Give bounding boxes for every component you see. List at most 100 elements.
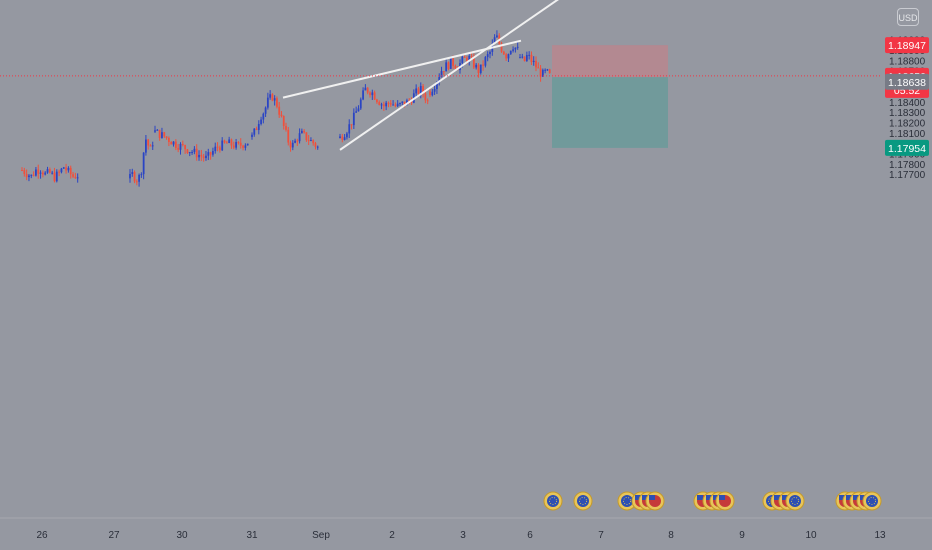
candle-body <box>466 57 468 62</box>
candle-body <box>51 172 54 174</box>
time-axis[interactable]: 26 27 30 31 Sep 2 3 6 7 8 9 10 13 <box>0 517 932 541</box>
candle-body <box>161 132 163 138</box>
candle-body <box>58 171 61 173</box>
candle-body <box>463 56 466 58</box>
candle-body <box>509 50 512 55</box>
candle-body <box>53 172 56 182</box>
candle-body <box>468 55 471 62</box>
candle-body <box>60 168 63 173</box>
candle-body <box>184 145 187 150</box>
candle-body <box>237 142 240 144</box>
candle-body <box>505 54 508 59</box>
candle-body <box>396 103 399 107</box>
candle-body <box>307 140 310 142</box>
candle-body <box>523 56 526 61</box>
candle-body <box>449 58 452 69</box>
candle-body <box>191 151 193 153</box>
wedge-upper-line[interactable] <box>282 39 522 99</box>
time-tick-label: 27 <box>108 530 120 541</box>
candle-body <box>392 104 394 106</box>
candle-body <box>207 152 210 156</box>
candle-body <box>131 172 134 174</box>
candle-body <box>310 140 312 142</box>
candle-body <box>438 77 441 83</box>
currency-badge[interactable]: USD <box>897 8 919 26</box>
candle-body <box>165 136 168 138</box>
us-flag-event-icon[interactable] <box>645 491 665 511</box>
time-tick-label: 26 <box>36 530 48 541</box>
target-price-tag[interactable] <box>885 139 929 156</box>
candle-body <box>364 87 367 91</box>
candle-body <box>28 175 30 178</box>
candle-body <box>376 99 378 103</box>
candle-body <box>303 130 306 133</box>
candle-body <box>280 114 283 117</box>
wedge-lower-line[interactable] <box>339 0 563 151</box>
candle-body <box>475 64 478 68</box>
time-tick-label: 10 <box>805 530 817 541</box>
candle-body <box>260 119 262 124</box>
price-axis[interactable]: 1.190001.189001.188001.187001.186001.185… <box>889 36 926 182</box>
candle-body <box>253 128 256 135</box>
candle-body <box>401 101 404 104</box>
candle-body <box>287 129 290 143</box>
us-flag-event-icon[interactable] <box>715 491 735 511</box>
eu-flag-event-icon[interactable] <box>862 491 882 511</box>
eu-flag-event-icon[interactable] <box>543 491 563 511</box>
stop-price-tag[interactable] <box>885 37 929 54</box>
candle-body <box>25 173 28 178</box>
candle-body <box>341 136 344 140</box>
time-tick-label: 7 <box>598 530 604 541</box>
price-tick-label: 1.18800 <box>889 56 926 67</box>
candle-body <box>69 167 72 175</box>
candle-body <box>138 174 140 182</box>
candle-body <box>232 145 235 148</box>
candle-body <box>352 112 355 126</box>
candle-body <box>447 62 450 69</box>
candle-body <box>276 98 278 107</box>
candle-body <box>158 129 161 138</box>
candle-body <box>156 129 159 131</box>
eu-flag-event-icon[interactable] <box>573 491 593 511</box>
candle-body <box>500 43 503 52</box>
candle-body <box>525 55 528 61</box>
candle-body <box>193 148 196 152</box>
candle-body <box>174 141 177 148</box>
candle-body <box>516 46 519 48</box>
candle-body <box>410 101 413 103</box>
time-tick-label: 8 <box>668 530 674 541</box>
price-tick-label: 1.17800 <box>889 160 926 171</box>
stop-loss-zone[interactable] <box>552 45 668 78</box>
eu-flag-event-icon[interactable] <box>785 491 805 511</box>
time-tick-label: 31 <box>246 530 258 541</box>
target-price-tag-text: 1.17954 <box>888 143 926 155</box>
candle-body <box>305 132 308 141</box>
time-tick-label: 30 <box>176 530 188 541</box>
candle-body <box>168 137 170 142</box>
candle-body <box>479 64 482 73</box>
eu-flag-event-icon[interactable] <box>617 491 637 511</box>
candle-body <box>422 85 424 94</box>
candle-body <box>419 85 422 94</box>
candle-body <box>394 104 397 107</box>
candle-body <box>179 143 182 150</box>
candle-body <box>519 57 521 59</box>
candle-body <box>74 176 77 179</box>
candle-body <box>30 174 33 176</box>
candle-body <box>431 91 434 96</box>
candle-body <box>369 92 371 96</box>
candle-body <box>44 172 47 175</box>
economic-events-row <box>543 491 882 511</box>
last-price-tag[interactable] <box>885 73 929 90</box>
candle-body <box>380 104 383 106</box>
candle-body <box>181 143 184 146</box>
candle-body <box>417 88 420 94</box>
candle-body <box>271 94 274 101</box>
candle-body <box>142 152 145 175</box>
candle-body <box>426 100 429 102</box>
take-profit-zone[interactable] <box>552 77 668 148</box>
candle-body <box>269 94 272 98</box>
candle-body <box>255 128 258 130</box>
candle-body <box>242 145 244 148</box>
